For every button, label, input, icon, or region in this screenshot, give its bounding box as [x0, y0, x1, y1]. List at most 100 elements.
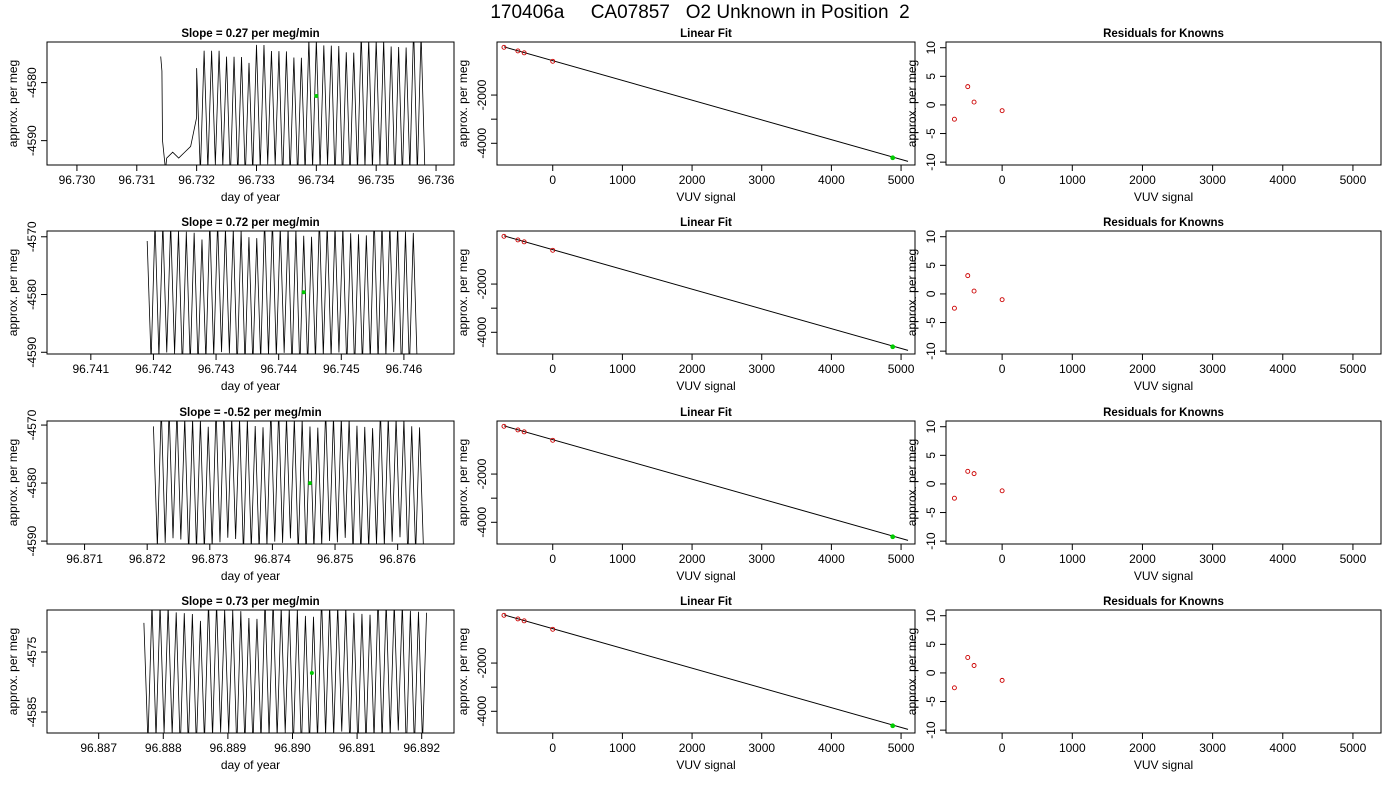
panel-residuals-row3: Residuals for Knowns 0 1000 2000 3000 4000 500… [905, 407, 1382, 583]
known-point [521, 239, 527, 245]
panel-timeseries-row4: Slope = 0.73 per meg/min 96.887 96.888 96.8… [6, 596, 455, 772]
residual-point [951, 116, 957, 122]
y-tick-label: -4575 [25, 636, 39, 667]
plot-area [143, 610, 427, 733]
x-tick-label: 2000 [1129, 741, 1156, 755]
y-tick-label: 0 [924, 101, 938, 108]
panel-title: Linear Fit [680, 407, 732, 419]
panel-title: Linear Fit [680, 217, 732, 229]
x-axis-label: day of year [221, 379, 280, 393]
unknown-point [890, 155, 896, 161]
panel-residuals-row1: Residuals for Knowns 0 1000 2000 3000 4000 500… [905, 28, 1382, 204]
x-tick-label: 4000 [1269, 552, 1296, 566]
x-tick-label: 96.733 [238, 173, 275, 187]
x-tick-label: 0 [999, 741, 1006, 755]
x-tick-label: 96.730 [59, 173, 96, 187]
residual-point [999, 677, 1005, 683]
panel-title: Residuals for Knowns [1103, 217, 1224, 229]
x-tick-label: 0 [999, 362, 1006, 376]
x-tick-label: 96.742 [135, 362, 172, 376]
panel-residuals-row2: Residuals for Knowns 0 1000 2000 3000 4000 500… [905, 217, 1382, 393]
y-axis-label: approx. per meg [905, 249, 919, 336]
y-tick-label: -10 [924, 342, 938, 360]
residual-point [999, 297, 1005, 303]
y-tick-label: -10 [924, 532, 938, 550]
y-tick-label: -4000 [475, 696, 489, 727]
x-axis-label: day of year [221, 758, 280, 772]
known-point [550, 247, 556, 253]
panel-linear-fit-row1: Linear Fit 0 1000 2000 3000 4000 5000 VUV signa… [456, 28, 916, 204]
y-tick-label: -4580 [25, 279, 39, 310]
x-tick-label: 3000 [1199, 552, 1226, 566]
x-tick-label: 4000 [1269, 362, 1296, 376]
fit-line [503, 235, 909, 351]
unknown-point [890, 344, 896, 350]
panel-linear-fit-row2: Linear Fit 0 1000 2000 3000 4000 5000 VUV signa… [456, 217, 916, 393]
y-tick-label: -10 [924, 721, 938, 739]
data-trace [146, 231, 418, 354]
residual-point [971, 99, 977, 105]
panel-frame [945, 420, 1382, 545]
x-tick-label: 5000 [888, 362, 915, 376]
y-tick-label: 0 [924, 669, 938, 676]
x-tick-label: 1000 [1059, 362, 1086, 376]
x-tick-label: 96.889 [210, 741, 247, 755]
panel-title: Residuals for Knowns [1103, 407, 1224, 419]
plot-area [501, 423, 909, 541]
panel-title: Residuals for Knowns [1103, 596, 1224, 608]
y-axis-label: approx. per meg [456, 439, 470, 526]
y-tick-label: -4590 [25, 337, 39, 368]
y-tick-label: -4000 [475, 507, 489, 538]
plot-area [501, 44, 909, 162]
known-point [501, 423, 507, 429]
panel-title: Slope = 0.27 per meg/min [181, 28, 319, 40]
y-tick-label: 10 [924, 420, 938, 434]
x-tick-label: 3000 [748, 173, 775, 187]
x-tick-label: 2000 [1129, 173, 1156, 187]
x-axis-label: VUV signal [676, 190, 735, 204]
x-axis-label: VUV signal [1134, 379, 1193, 393]
x-tick-label: 3000 [748, 362, 775, 376]
panel-timeseries-row1: Slope = 0.27 per meg/min 96.730 96.731 96.7… [6, 28, 455, 204]
y-tick-label: 10 [924, 609, 938, 623]
panel-frame [945, 41, 1382, 166]
panel-title: Linear Fit [680, 596, 732, 608]
x-tick-label: 96.888 [145, 741, 182, 755]
x-tick-label: 2000 [679, 173, 706, 187]
x-tick-label: 96.732 [178, 173, 215, 187]
y-tick-label: -5 [924, 317, 938, 328]
residual-point [999, 108, 1005, 114]
residual-point [951, 495, 957, 501]
x-tick-label: 96.734 [298, 173, 335, 187]
x-tick-label: 96.731 [118, 173, 155, 187]
x-tick-label: 0 [549, 552, 556, 566]
x-tick-label: 4000 [818, 173, 845, 187]
y-tick-label: -2000 [475, 647, 489, 678]
y-tick-label: -4580 [25, 67, 39, 98]
x-tick-label: 96.875 [317, 552, 354, 566]
x-tick-label: 96.887 [80, 741, 117, 755]
y-axis-label: approx. per meg [456, 628, 470, 715]
panel-timeseries-row3: Slope = -0.52 per meg/min 96.871 96.872 96.… [6, 407, 455, 583]
y-axis-label: approx. per meg [905, 628, 919, 715]
y-tick-label: -2000 [475, 458, 489, 489]
plot-area [160, 42, 426, 165]
unknown-point [890, 723, 896, 729]
x-tick-label: 0 [549, 173, 556, 187]
y-axis-label: approx. per meg [6, 628, 20, 715]
known-point [550, 626, 556, 632]
x-tick-label: 0 [999, 552, 1006, 566]
plot-area [501, 612, 909, 730]
x-tick-label: 4000 [818, 741, 845, 755]
y-tick-label: -5 [924, 696, 938, 707]
plot-area [501, 233, 909, 351]
y-tick-label: 10 [924, 230, 938, 244]
x-tick-label: 5000 [1340, 173, 1367, 187]
x-tick-label: 96.872 [129, 552, 166, 566]
x-tick-label: 96.890 [274, 741, 311, 755]
y-axis-label: approx. per meg [456, 249, 470, 336]
y-axis-label: approx. per meg [6, 249, 20, 336]
residual-point [951, 305, 957, 311]
known-point [501, 233, 507, 239]
